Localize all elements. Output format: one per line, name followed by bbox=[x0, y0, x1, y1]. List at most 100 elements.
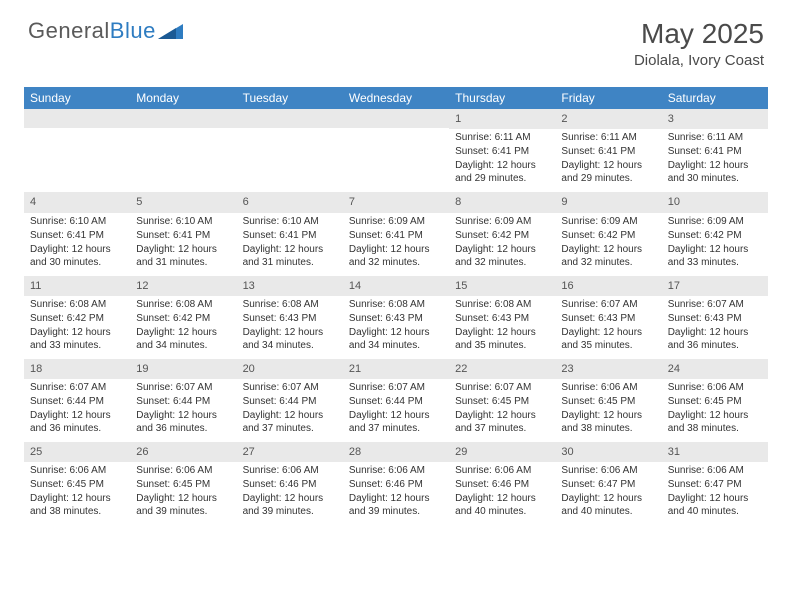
day-body bbox=[130, 128, 236, 186]
day-cell: 10Sunrise: 6:09 AMSunset: 6:42 PMDayligh… bbox=[662, 192, 768, 275]
sunrise-line: Sunrise: 6:09 AM bbox=[349, 215, 443, 228]
day-body bbox=[343, 128, 449, 186]
location: Diolala, Ivory Coast bbox=[634, 52, 764, 69]
sunrise-line: Sunrise: 6:06 AM bbox=[668, 381, 762, 394]
daylight-line: Daylight: 12 hours and 30 minutes. bbox=[30, 243, 124, 269]
daylight-line: Daylight: 12 hours and 37 minutes. bbox=[349, 409, 443, 435]
day-cell: 30Sunrise: 6:06 AMSunset: 6:47 PMDayligh… bbox=[555, 442, 661, 525]
day-number-band: 13 bbox=[237, 276, 343, 296]
sunrise-line: Sunrise: 6:07 AM bbox=[668, 298, 762, 311]
header: GeneralBlue May 2025 Diolala, Ivory Coas… bbox=[0, 0, 792, 77]
daylight-line: Daylight: 12 hours and 33 minutes. bbox=[668, 243, 762, 269]
day-cell: 24Sunrise: 6:06 AMSunset: 6:45 PMDayligh… bbox=[662, 359, 768, 442]
sunrise-line: Sunrise: 6:08 AM bbox=[455, 298, 549, 311]
daylight-line: Daylight: 12 hours and 29 minutes. bbox=[455, 159, 549, 185]
day-cell: 3Sunrise: 6:11 AMSunset: 6:41 PMDaylight… bbox=[662, 109, 768, 192]
sunset-line: Sunset: 6:46 PM bbox=[455, 478, 549, 491]
day-cell: 16Sunrise: 6:07 AMSunset: 6:43 PMDayligh… bbox=[555, 276, 661, 359]
days-of-week-header: SundayMondayTuesdayWednesdayThursdayFrid… bbox=[24, 87, 768, 109]
daylight-line: Daylight: 12 hours and 31 minutes. bbox=[136, 243, 230, 269]
sunrise-line: Sunrise: 6:11 AM bbox=[668, 131, 762, 144]
day-number-band: 7 bbox=[343, 192, 449, 212]
day-number-band: 24 bbox=[662, 359, 768, 379]
day-body: Sunrise: 6:08 AMSunset: 6:43 PMDaylight:… bbox=[449, 296, 555, 359]
day-body: Sunrise: 6:10 AMSunset: 6:41 PMDaylight:… bbox=[130, 213, 236, 276]
sunset-line: Sunset: 6:41 PM bbox=[243, 229, 337, 242]
daylight-line: Daylight: 12 hours and 39 minutes. bbox=[243, 492, 337, 518]
daylight-line: Daylight: 12 hours and 33 minutes. bbox=[30, 326, 124, 352]
sunrise-line: Sunrise: 6:09 AM bbox=[668, 215, 762, 228]
sunset-line: Sunset: 6:47 PM bbox=[668, 478, 762, 491]
sunset-line: Sunset: 6:47 PM bbox=[561, 478, 655, 491]
sunrise-line: Sunrise: 6:11 AM bbox=[455, 131, 549, 144]
sunrise-line: Sunrise: 6:06 AM bbox=[668, 464, 762, 477]
week-row: 18Sunrise: 6:07 AMSunset: 6:44 PMDayligh… bbox=[24, 359, 768, 442]
daylight-line: Daylight: 12 hours and 36 minutes. bbox=[30, 409, 124, 435]
day-number-band: 18 bbox=[24, 359, 130, 379]
day-number-band: 30 bbox=[555, 442, 661, 462]
daylight-line: Daylight: 12 hours and 36 minutes. bbox=[136, 409, 230, 435]
sunset-line: Sunset: 6:42 PM bbox=[30, 312, 124, 325]
day-number-band: 16 bbox=[555, 276, 661, 296]
sunset-line: Sunset: 6:41 PM bbox=[30, 229, 124, 242]
day-number-band: 12 bbox=[130, 276, 236, 296]
day-body: Sunrise: 6:06 AMSunset: 6:45 PMDaylight:… bbox=[555, 379, 661, 442]
day-number-band: 11 bbox=[24, 276, 130, 296]
day-body: Sunrise: 6:11 AMSunset: 6:41 PMDaylight:… bbox=[449, 129, 555, 192]
day-body: Sunrise: 6:07 AMSunset: 6:43 PMDaylight:… bbox=[662, 296, 768, 359]
day-number-band: 25 bbox=[24, 442, 130, 462]
sunset-line: Sunset: 6:41 PM bbox=[136, 229, 230, 242]
daylight-line: Daylight: 12 hours and 32 minutes. bbox=[561, 243, 655, 269]
day-body: Sunrise: 6:06 AMSunset: 6:45 PMDaylight:… bbox=[130, 462, 236, 525]
day-body bbox=[24, 128, 130, 186]
day-body: Sunrise: 6:06 AMSunset: 6:47 PMDaylight:… bbox=[662, 462, 768, 525]
sunrise-line: Sunrise: 6:07 AM bbox=[30, 381, 124, 394]
sunset-line: Sunset: 6:45 PM bbox=[30, 478, 124, 491]
sunrise-line: Sunrise: 6:06 AM bbox=[455, 464, 549, 477]
sunrise-line: Sunrise: 6:07 AM bbox=[136, 381, 230, 394]
day-number-band: 27 bbox=[237, 442, 343, 462]
sunrise-line: Sunrise: 6:09 AM bbox=[561, 215, 655, 228]
day-number-band: 28 bbox=[343, 442, 449, 462]
day-body: Sunrise: 6:09 AMSunset: 6:41 PMDaylight:… bbox=[343, 213, 449, 276]
sunset-line: Sunset: 6:41 PM bbox=[455, 145, 549, 158]
sunrise-line: Sunrise: 6:06 AM bbox=[561, 381, 655, 394]
sunset-line: Sunset: 6:41 PM bbox=[561, 145, 655, 158]
day-cell: 14Sunrise: 6:08 AMSunset: 6:43 PMDayligh… bbox=[343, 276, 449, 359]
dow-cell: Tuesday bbox=[237, 87, 343, 109]
day-number-band: 10 bbox=[662, 192, 768, 212]
day-cell: 2Sunrise: 6:11 AMSunset: 6:41 PMDaylight… bbox=[555, 109, 661, 192]
daylight-line: Daylight: 12 hours and 38 minutes. bbox=[561, 409, 655, 435]
day-number-band: 8 bbox=[449, 192, 555, 212]
sunrise-line: Sunrise: 6:07 AM bbox=[243, 381, 337, 394]
day-number-band: 29 bbox=[449, 442, 555, 462]
day-cell: 31Sunrise: 6:06 AMSunset: 6:47 PMDayligh… bbox=[662, 442, 768, 525]
day-body: Sunrise: 6:06 AMSunset: 6:45 PMDaylight:… bbox=[24, 462, 130, 525]
dow-cell: Wednesday bbox=[343, 87, 449, 109]
day-cell: 7Sunrise: 6:09 AMSunset: 6:41 PMDaylight… bbox=[343, 192, 449, 275]
sunrise-line: Sunrise: 6:08 AM bbox=[136, 298, 230, 311]
title-block: May 2025 Diolala, Ivory Coast bbox=[634, 18, 764, 69]
day-number-band: 23 bbox=[555, 359, 661, 379]
day-body bbox=[237, 128, 343, 186]
day-cell: 19Sunrise: 6:07 AMSunset: 6:44 PMDayligh… bbox=[130, 359, 236, 442]
daylight-line: Daylight: 12 hours and 39 minutes. bbox=[349, 492, 443, 518]
daylight-line: Daylight: 12 hours and 35 minutes. bbox=[455, 326, 549, 352]
daylight-line: Daylight: 12 hours and 39 minutes. bbox=[136, 492, 230, 518]
daylight-line: Daylight: 12 hours and 34 minutes. bbox=[349, 326, 443, 352]
day-body: Sunrise: 6:11 AMSunset: 6:41 PMDaylight:… bbox=[555, 129, 661, 192]
day-number-band: 5 bbox=[130, 192, 236, 212]
day-cell bbox=[24, 109, 130, 192]
day-body: Sunrise: 6:07 AMSunset: 6:44 PMDaylight:… bbox=[130, 379, 236, 442]
sunrise-line: Sunrise: 6:08 AM bbox=[243, 298, 337, 311]
day-body: Sunrise: 6:09 AMSunset: 6:42 PMDaylight:… bbox=[555, 213, 661, 276]
day-body: Sunrise: 6:07 AMSunset: 6:44 PMDaylight:… bbox=[24, 379, 130, 442]
sunrise-line: Sunrise: 6:11 AM bbox=[561, 131, 655, 144]
brand-part1: General bbox=[28, 18, 110, 43]
day-number-band bbox=[343, 109, 449, 128]
sunrise-line: Sunrise: 6:06 AM bbox=[136, 464, 230, 477]
day-body: Sunrise: 6:06 AMSunset: 6:46 PMDaylight:… bbox=[449, 462, 555, 525]
day-cell bbox=[130, 109, 236, 192]
day-number-band: 20 bbox=[237, 359, 343, 379]
sunset-line: Sunset: 6:43 PM bbox=[455, 312, 549, 325]
